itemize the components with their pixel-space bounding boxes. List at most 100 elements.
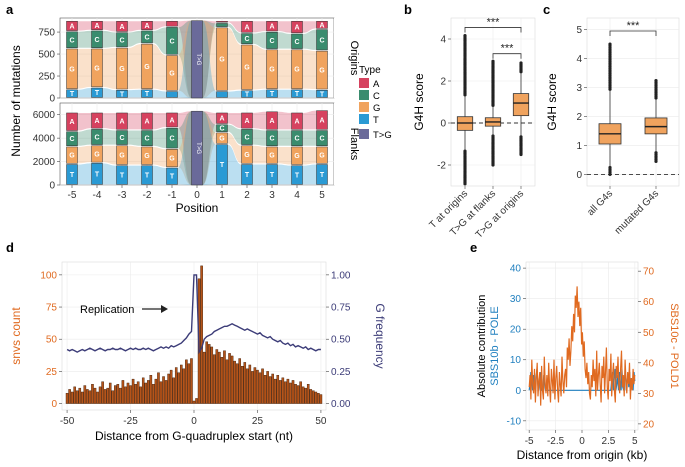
bar-label-g: G <box>144 64 150 71</box>
x-tick-label: 0 <box>579 436 585 447</box>
outlier-point <box>608 42 612 46</box>
bar-segment-t <box>216 91 228 98</box>
count-bar <box>70 391 74 404</box>
bar-segment-c <box>116 32 128 48</box>
bar-label-g: G <box>119 66 125 73</box>
bar-label-t: T <box>70 91 75 98</box>
count-bar <box>202 351 206 404</box>
bar-segment-t <box>216 144 228 185</box>
x-tick-label: 1 <box>219 190 225 201</box>
count-bar <box>119 387 122 404</box>
bar-segment-a <box>266 20 278 32</box>
flow-a <box>177 111 192 185</box>
bar-segment-g <box>141 43 153 89</box>
panel-d-x-axis: -50 -25 0 25 50 <box>60 410 327 427</box>
y-tick-label: 50 <box>46 335 58 346</box>
x-tick-label: -5 <box>68 190 77 201</box>
bar-segment-t <box>291 165 303 185</box>
x-tick-label: 0 <box>191 416 197 427</box>
bar-label-g: G <box>144 153 150 160</box>
count-bar <box>101 381 104 404</box>
x-tick-label: -2.5 <box>547 436 565 447</box>
y-tick-label: 750 <box>38 28 55 39</box>
bar-segment-a <box>166 112 178 128</box>
bar-segment-t <box>141 89 153 98</box>
count-bar <box>108 382 112 404</box>
x-tick-label: 4 <box>294 190 300 201</box>
y2-tick-label: 50 <box>643 328 655 339</box>
flow-t <box>77 88 92 98</box>
bar-label-t: T <box>245 172 250 179</box>
bar-label-g: G <box>69 153 75 160</box>
count-bar <box>200 265 203 404</box>
count-bar <box>251 371 254 404</box>
bar-segment-c <box>266 130 278 146</box>
bar-segment-a <box>266 111 278 130</box>
flanks-y-axis: 0 2000 4000 6000 <box>33 110 60 192</box>
flow-g <box>177 111 192 185</box>
flow-t <box>202 111 217 185</box>
flow-c <box>227 124 242 145</box>
significance-bracket <box>492 53 522 59</box>
count-bar <box>238 358 241 404</box>
panel-d-y2-label: G frequency <box>373 303 387 368</box>
panel-d-letter: d <box>6 240 14 255</box>
count-bar <box>187 363 191 404</box>
bar-segment-g <box>166 55 178 91</box>
flow-c <box>252 129 267 146</box>
bar-label-g: G <box>169 156 175 163</box>
y-tick-label: 30 <box>510 294 522 305</box>
bar-label-a: A <box>119 119 124 126</box>
bar-label-c: C <box>294 39 299 46</box>
bar-label-t: T <box>220 162 225 169</box>
count-bar <box>124 386 127 404</box>
significance-label: *** <box>627 20 641 32</box>
x-tick-label: -25 <box>123 416 138 427</box>
count-bar <box>81 391 84 404</box>
bar-segment-c <box>316 29 328 51</box>
bar-segment-t <box>241 164 253 185</box>
bar-label-t: T <box>120 91 125 98</box>
legend-swatch-a <box>359 78 369 88</box>
count-bar <box>213 354 216 404</box>
bar-segment-c <box>141 30 153 44</box>
panel-a-y-label: Number of mutations <box>9 45 23 156</box>
bar-label-c: C <box>119 37 124 44</box>
flow-a <box>127 21 142 32</box>
outlier-point <box>463 149 467 153</box>
y2-tick-label: 30 <box>643 389 655 400</box>
x-tick-label: all G4s <box>585 188 615 218</box>
count-bar <box>147 380 150 404</box>
y-tick-label: 1 <box>576 141 582 152</box>
count-bar <box>195 398 198 404</box>
bar-segment-g <box>241 44 253 90</box>
bar-segment-g <box>291 146 303 165</box>
bar-label-t: T <box>295 173 300 180</box>
bar-segment-a <box>66 112 78 131</box>
flow-g <box>127 44 142 90</box>
count-bar <box>88 390 92 404</box>
bar-segment-t <box>66 89 78 98</box>
bar-segment-a <box>116 112 128 130</box>
count-bar <box>103 389 107 404</box>
bar-segment-t <box>141 165 153 185</box>
count-bar <box>114 385 117 404</box>
flow-g <box>77 48 92 89</box>
bar-label-c: C <box>269 136 274 143</box>
bar-label-g: G <box>69 66 75 73</box>
flow-c <box>277 32 292 49</box>
panel-e-letter: e <box>470 240 477 255</box>
flow-t <box>227 144 242 185</box>
bar-label-c: C <box>244 36 249 43</box>
legend-label-t: T <box>373 115 379 126</box>
bar-segment-a <box>116 20 128 32</box>
panel-c-y-label: G4H score <box>545 73 559 131</box>
flow-c <box>202 20 217 99</box>
count-bar <box>258 372 262 404</box>
flow-a <box>177 20 192 99</box>
y2-tick-label: 70 <box>643 267 655 278</box>
panel-c-significance: *** <box>609 20 657 37</box>
bar-segment-a <box>316 110 328 130</box>
y-tick-label: 40 <box>510 264 522 275</box>
bar-segment-t <box>266 89 278 98</box>
